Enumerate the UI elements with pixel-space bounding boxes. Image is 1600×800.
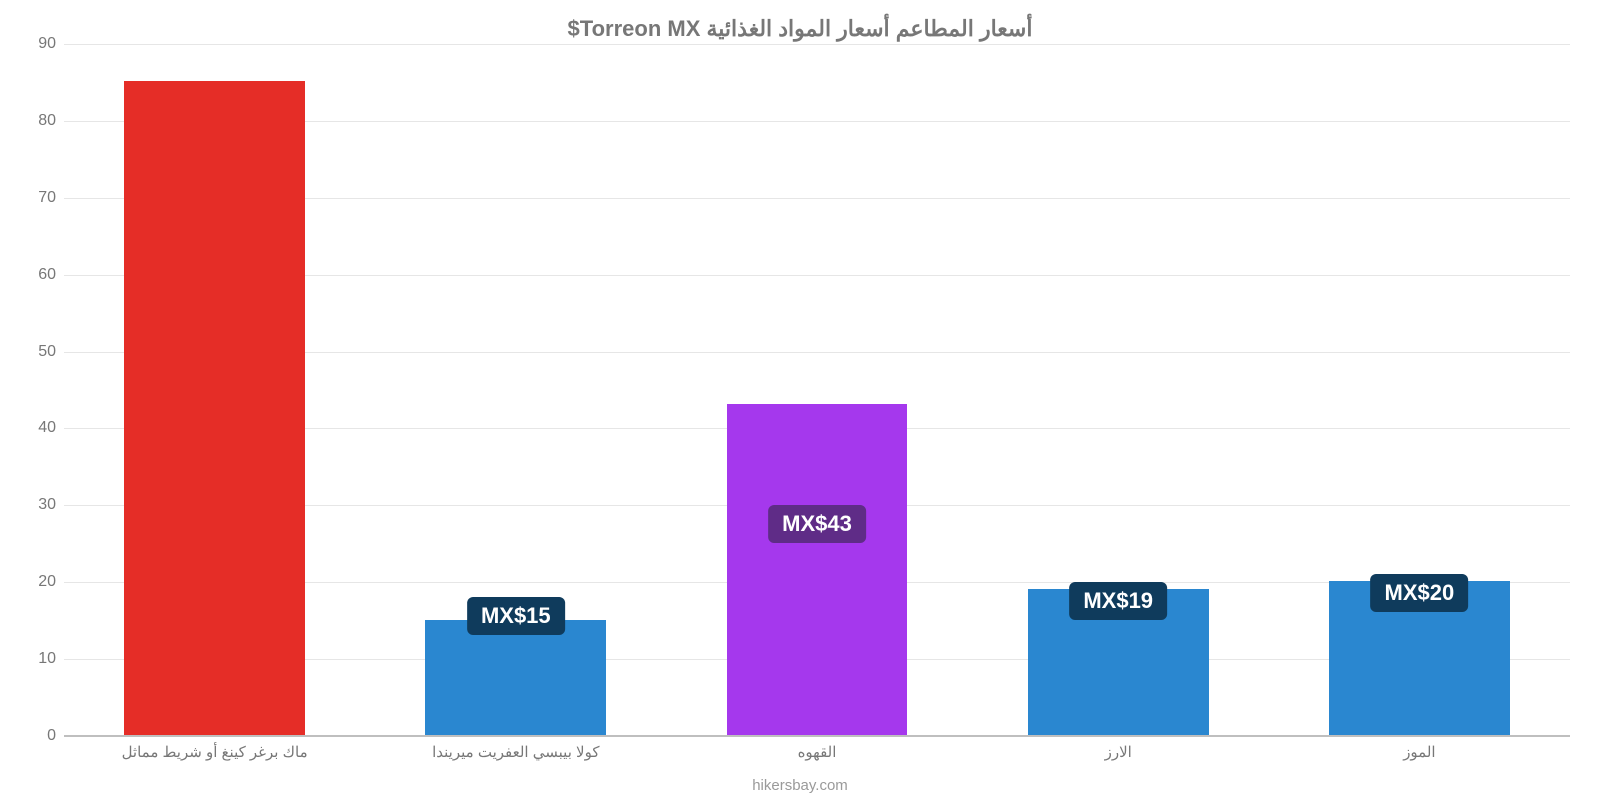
y-tick-label: 20 bbox=[16, 573, 56, 591]
value-badge: MX$43 bbox=[768, 505, 866, 543]
gridline bbox=[64, 736, 1570, 737]
y-tick-label: 50 bbox=[16, 343, 56, 361]
value-badge: MX$19 bbox=[1069, 582, 1167, 620]
x-category-label: كولا بيبسي العفريت ميريندا bbox=[432, 743, 599, 761]
y-tick-label: 0 bbox=[16, 727, 56, 745]
bar: MX$43 bbox=[727, 43, 908, 735]
y-tick-label: 60 bbox=[16, 266, 56, 284]
y-tick-label: 40 bbox=[16, 419, 56, 437]
bar-fill bbox=[425, 620, 606, 735]
attribution-text: hikersbay.com bbox=[0, 777, 1600, 794]
bar: MX$85 bbox=[124, 43, 305, 735]
x-category-label: الارز bbox=[1105, 743, 1132, 761]
plot-area: 0102030405060708090MX$85ماك برغر كينغ أو… bbox=[64, 44, 1570, 736]
x-category-label: الموز bbox=[1403, 743, 1435, 761]
y-tick-label: 80 bbox=[16, 112, 56, 130]
y-tick-label: 10 bbox=[16, 650, 56, 668]
y-tick-label: 70 bbox=[16, 189, 56, 207]
bar: MX$15 bbox=[425, 43, 606, 735]
bar: MX$19 bbox=[1028, 43, 1209, 735]
bar-fill bbox=[124, 81, 305, 735]
chart-container: أسعار المطاعم أسعار المواد الغذائية Torr… bbox=[0, 0, 1600, 800]
chart-title: أسعار المطاعم أسعار المواد الغذائية Torr… bbox=[30, 10, 1570, 46]
y-tick-label: 30 bbox=[16, 496, 56, 514]
x-category-label: القهوه bbox=[798, 743, 837, 761]
x-category-label: ماك برغر كينغ أو شريط مماثل bbox=[122, 743, 308, 761]
bar-fill bbox=[727, 404, 908, 735]
y-tick-label: 90 bbox=[16, 35, 56, 53]
bar: MX$20 bbox=[1329, 43, 1510, 735]
value-badge: MX$15 bbox=[467, 597, 565, 635]
value-badge: MX$20 bbox=[1371, 574, 1469, 612]
